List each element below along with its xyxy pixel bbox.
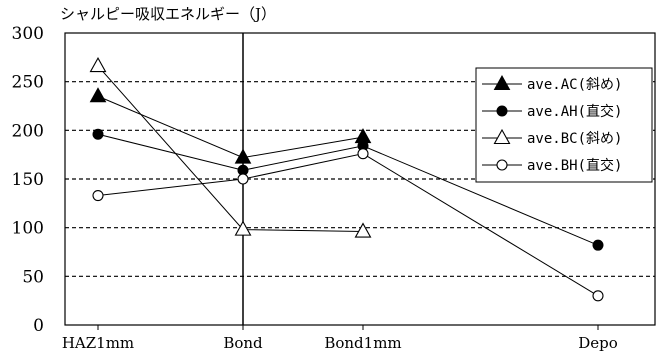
legend-marker-3: [496, 159, 508, 171]
y-axis-ticks: 0 50 100 150 200 250 300: [12, 24, 44, 336]
legend-label-2: ave.BC(斜め): [527, 131, 622, 147]
legend-label-1: ave.AH(直交): [527, 103, 622, 120]
series-line-1: [97, 133, 599, 246]
x-tick-label-HAZ1mm: HAZ1mm: [62, 334, 134, 352]
data-point-3-1: [237, 173, 249, 185]
data-point-1-0: [92, 128, 104, 140]
y-tick-label-150: 150: [12, 170, 44, 190]
data-point-0-0: [89, 87, 107, 103]
data-point-1-3: [592, 239, 604, 251]
y-tick-label-100: 100: [12, 219, 44, 239]
x-tick-label-Bond: Bond: [223, 334, 263, 352]
data-point-3-3: [592, 290, 604, 302]
data-point-3-0: [92, 189, 104, 202]
series-0: [89, 87, 372, 164]
x-tick-label-Depo: Depo: [578, 334, 618, 352]
legend-marker-0: [493, 74, 511, 90]
y-tick-label-50: 50: [22, 267, 44, 287]
data-point-3-2: [357, 148, 369, 160]
x-axis-ticks: HAZ1mm Bond Bond1mm Depo: [62, 325, 618, 352]
series-line-3: [97, 153, 599, 297]
y-tick-label-300: 300: [12, 24, 44, 44]
legend-label-3: ave.BH(直交): [527, 157, 622, 174]
data-point-0-1: [234, 148, 252, 164]
data-point-2-1: [234, 220, 252, 236]
x-tick-label-Bond1mm: Bond1mm: [324, 334, 401, 352]
series-line-2: [97, 65, 364, 233]
y-tick-label-250: 250: [12, 73, 44, 93]
data-point-2-0: [89, 56, 107, 73]
y-tick-label-0: 0: [33, 316, 44, 336]
legend-marker-1: [496, 105, 508, 117]
legend-label-0: ave.AC(斜め): [527, 77, 622, 93]
series-layer: [89, 56, 604, 302]
series-3: [92, 148, 604, 302]
plot-frame: [64, 32, 656, 326]
legend-marker-2: [493, 128, 511, 145]
data-point-2-2: [354, 222, 372, 238]
series-2: [89, 56, 372, 238]
y-tick-label-200: 200: [12, 121, 44, 141]
chart-title: シャルピー吸収エネルギー（J）: [60, 5, 276, 23]
legend: ave.AC(斜め) ave.AH(直交) ave.BC(斜め) ave.BH(直交): [475, 67, 653, 183]
series-line-0: [97, 95, 364, 159]
series-1: [92, 128, 604, 251]
